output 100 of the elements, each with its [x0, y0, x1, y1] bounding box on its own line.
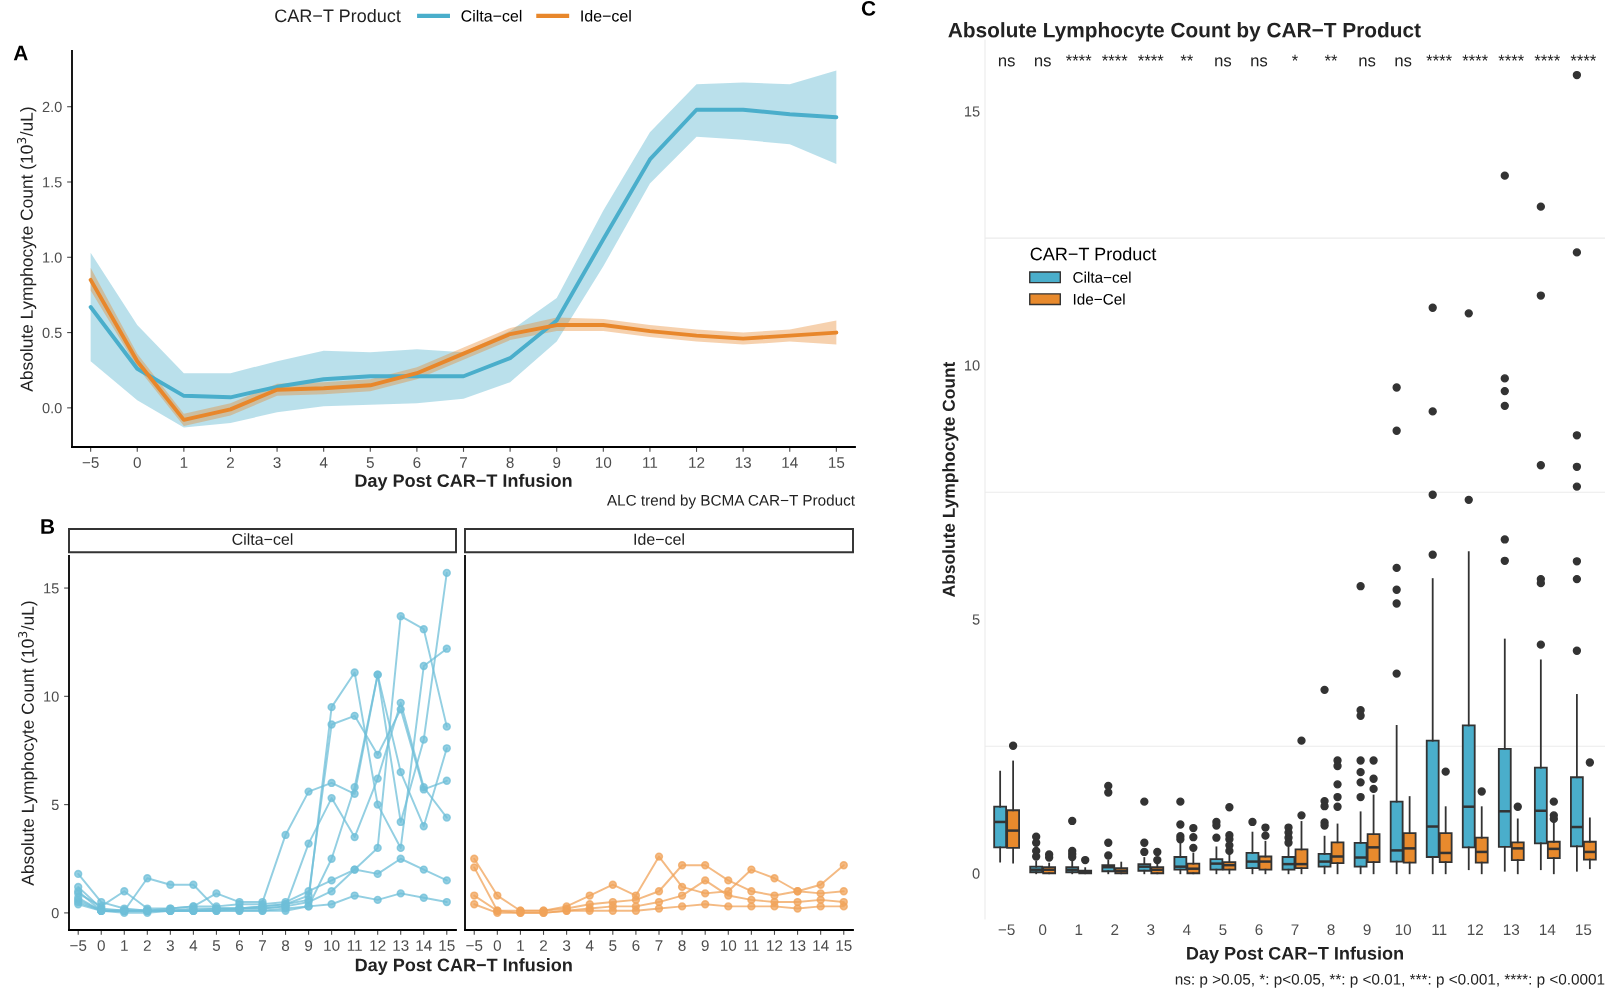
text: A [13, 45, 28, 61]
annotation: **** [1534, 54, 1561, 61]
x-tick-label: 3 [562, 940, 571, 951]
x-tick-label: 11 [643, 457, 658, 468]
annotation: ns [998, 57, 1015, 67]
x-tick-label: −5 [466, 940, 483, 951]
x-tick-label: 13 [393, 940, 409, 951]
x-tick-label: 4 [189, 940, 198, 951]
x-tick-label: 12 [689, 457, 705, 468]
x-tick-label: −5 [998, 924, 1015, 936]
y-tick-label: 1.0 [43, 252, 62, 263]
x-tick-label: 10 [324, 940, 340, 951]
x-tick-label: 10 [1395, 924, 1412, 936]
x-tick-label: 8 [678, 940, 686, 951]
x-tick-label: 2 [540, 940, 548, 951]
x-tick-label: 6 [632, 940, 640, 951]
y-tick-label: 0 [972, 868, 980, 879]
x-tick-label: 11 [347, 940, 362, 951]
annotation: ns [1215, 57, 1232, 67]
x-tick-label: −5 [70, 940, 87, 951]
x-tick-label: 12 [767, 940, 783, 951]
x-tick-label: 9 [1363, 924, 1371, 936]
x-tick-label: 3 [273, 457, 281, 468]
x-tick-label: −5 [82, 457, 99, 468]
y-tick-label: 1.5 [43, 177, 62, 188]
annotation: **** [1462, 54, 1488, 61]
text: B [41, 519, 55, 534]
x-tick-label: 13 [735, 457, 751, 468]
x-tick-label: 9 [553, 457, 561, 468]
x-axis-title: Day Post CAR−T Infusion [355, 958, 572, 975]
annotation: ns [1395, 57, 1412, 67]
y-tick-label: 15 [965, 106, 980, 117]
x-tick-label: 5 [366, 457, 374, 468]
y-tick-label: 10 [965, 360, 980, 371]
x-tick-label: 13 [1503, 924, 1520, 936]
x-tick-label: 6 [413, 457, 421, 468]
x-tick-label: 1 [1075, 924, 1083, 935]
y-tick-label: 0.5 [42, 327, 62, 338]
annotation: **** [1102, 54, 1128, 61]
annotation: **** [1066, 54, 1092, 61]
x-tick-label: 0 [493, 940, 501, 951]
x-tick-label: 10 [595, 457, 612, 468]
y-tick-label: 15 [44, 583, 59, 594]
x-tick-label: 1 [180, 457, 188, 468]
x-tick-label: 11 [1432, 924, 1447, 935]
annotation: **** [1570, 54, 1597, 61]
x-tick-label: 5 [609, 940, 617, 951]
x-axis-title: Day Post CAR−T Infusion [355, 473, 572, 491]
x-tick-label: 3 [1147, 924, 1155, 936]
y-tick-label: 10 [44, 691, 59, 702]
annotation: ** [1324, 54, 1338, 61]
x-tick-label: 14 [416, 940, 432, 951]
x-tick-label: 11 [744, 940, 759, 951]
x-tick-label: 7 [460, 457, 467, 468]
text: ns: p >0.05, *: p<0.05, **: p <0.01, ***: p <0.001, ****: p <0.0001 [1175, 973, 1605, 988]
annotation: **** [1426, 54, 1452, 61]
chart-title: Absolute Lymphocyte Count by CAR−T Product [948, 22, 1421, 42]
x-tick-label: 6 [1255, 924, 1263, 936]
x-tick-label: 15 [1576, 924, 1592, 936]
x-tick-label: 5 [1219, 924, 1227, 936]
x-tick-label: 1 [121, 940, 128, 951]
annotation: * [1292, 54, 1298, 61]
x-tick-label: 14 [1539, 924, 1556, 935]
y-axis-title: Absolute Lymphocyte Count (10$^{3}$/uL) [18, 601, 38, 886]
x-tick-label: 10 [720, 940, 737, 951]
legend-label: Ide−cel [581, 9, 631, 22]
x-tick-label: 6 [235, 940, 244, 951]
x-axis-title: Day Post CAR−T Infusion [1187, 946, 1403, 964]
x-tick-label: 14 [782, 457, 798, 468]
x-tick-label: 5 [212, 940, 221, 951]
x-tick-label: 4 [1182, 924, 1191, 935]
legend-title: CAR−T Product [275, 8, 401, 23]
x-tick-label: 2 [143, 940, 151, 951]
x-tick-label: 4 [585, 940, 594, 951]
x-tick-label: 15 [836, 940, 852, 951]
legend-label: Cilta−cel [461, 9, 522, 22]
x-tick-label: 1 [517, 940, 524, 951]
x-tick-label: 0 [97, 940, 105, 951]
x-tick-label: 8 [1327, 924, 1335, 936]
x-tick-label: 13 [790, 940, 806, 951]
legend-title: CAR−T Product [1030, 247, 1157, 261]
x-tick-label: 12 [1467, 924, 1483, 935]
x-tick-label: 3 [166, 940, 174, 951]
x-tick-label: 8 [281, 940, 290, 951]
x-tick-label: 0 [133, 457, 141, 468]
x-tick-label: 0 [1039, 924, 1047, 936]
x-tick-label: 14 [813, 940, 829, 951]
y-tick-label: 5 [51, 799, 59, 811]
y-tick-label: 5 [972, 614, 980, 625]
x-tick-label: 9 [305, 940, 313, 951]
annotation: ns [1359, 57, 1376, 67]
y-axis-title: Absolute Lymphocyte Count (10$^{3}$/uL) [17, 107, 37, 392]
y-tick-label: 0.0 [42, 402, 62, 414]
legend-label: Ide−Cel [1073, 293, 1125, 305]
x-tick-label: 15 [829, 457, 845, 468]
y-tick-label: 2.0 [42, 101, 62, 113]
text: C [861, 1, 876, 16]
x-tick-label: 7 [259, 940, 266, 951]
x-tick-label: 2 [226, 457, 234, 468]
annotation: **** [1138, 54, 1164, 61]
